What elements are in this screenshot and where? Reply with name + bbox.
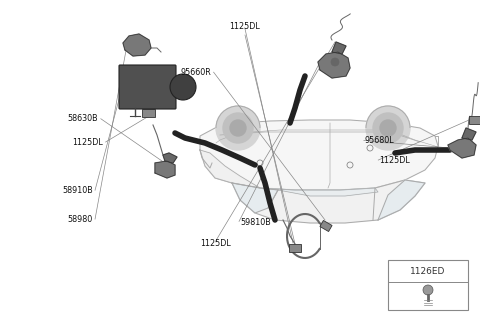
Polygon shape [448,138,476,158]
Text: 95660R: 95660R [180,68,211,77]
Bar [320,220,332,232]
Text: 95680L: 95680L [365,136,395,145]
Polygon shape [378,180,425,220]
Circle shape [331,58,339,66]
Polygon shape [318,52,350,78]
Text: 1125DL: 1125DL [72,138,103,147]
Text: 58630B: 58630B [68,114,98,123]
Text: 1126ED: 1126ED [410,266,446,276]
Text: 58980: 58980 [67,215,93,224]
Polygon shape [332,42,346,54]
Circle shape [373,113,403,143]
Circle shape [423,285,433,295]
Circle shape [170,74,196,100]
Bar [289,244,301,252]
Polygon shape [232,183,278,213]
Bar [468,116,480,124]
Text: 1125DL: 1125DL [200,239,230,248]
Circle shape [380,120,396,136]
Circle shape [223,113,253,143]
Text: 58910B: 58910B [62,186,93,195]
Text: 1125DL: 1125DL [379,156,410,165]
Circle shape [230,120,246,136]
Text: 59810B: 59810B [240,218,271,227]
Bar [142,109,155,117]
Polygon shape [200,120,438,190]
Polygon shape [200,150,260,188]
Polygon shape [123,34,151,56]
Polygon shape [232,180,425,223]
Bar [388,260,468,310]
Text: 1125DL: 1125DL [229,22,260,31]
FancyBboxPatch shape [119,65,176,109]
Polygon shape [462,128,476,140]
Polygon shape [163,153,177,163]
Polygon shape [260,188,378,196]
Circle shape [366,106,410,150]
Polygon shape [155,161,175,178]
Circle shape [216,106,260,150]
